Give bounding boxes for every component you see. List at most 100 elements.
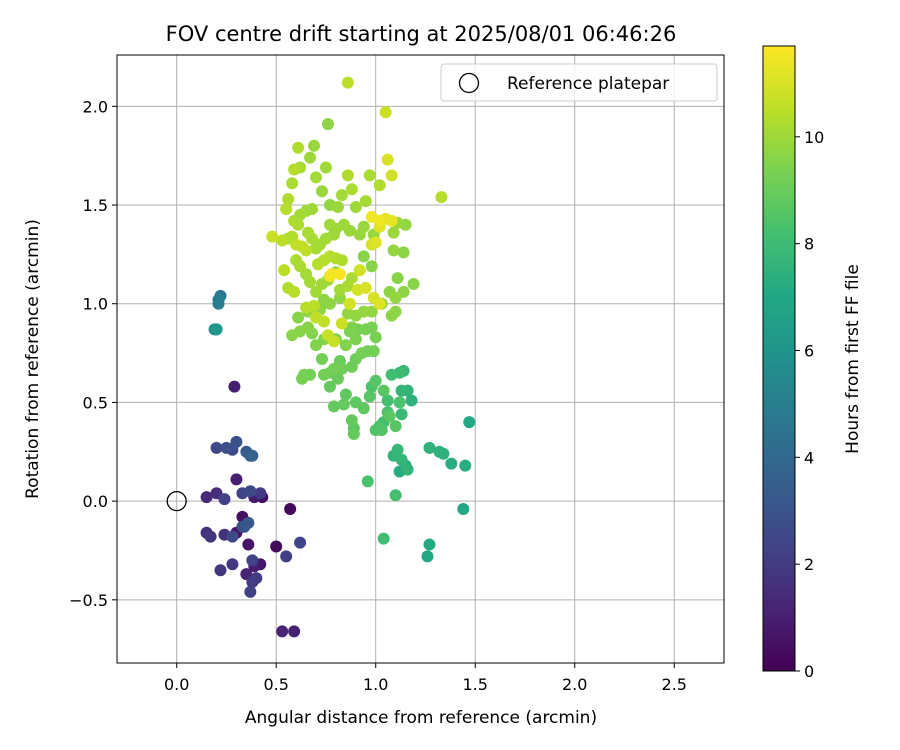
colorbar-tick-label: 4 <box>804 448 814 467</box>
data-point <box>445 457 458 470</box>
data-point <box>333 268 346 281</box>
data-point <box>433 445 446 458</box>
data-point <box>312 258 325 271</box>
colorbar-ticks: 0 2 4 6 8 10 <box>795 128 824 681</box>
chart-title: FOV centre drift starting at 2025/08/01 … <box>166 22 677 46</box>
data-point <box>423 441 436 454</box>
grid <box>117 55 724 663</box>
data-point <box>387 226 400 239</box>
y-tick-label: 2.0 <box>83 97 108 116</box>
data-point <box>278 264 291 277</box>
data-point <box>323 218 336 231</box>
data-point <box>266 230 279 243</box>
data-point <box>286 329 299 342</box>
data-point <box>353 264 366 277</box>
data-point <box>341 76 354 89</box>
data-point <box>327 362 340 375</box>
colorbar-tick-label: 6 <box>804 341 814 360</box>
data-point <box>304 276 317 289</box>
data-point <box>361 475 374 488</box>
data-point <box>226 530 239 543</box>
data-point <box>365 210 378 223</box>
data-point <box>228 380 241 393</box>
colorbar-tick-label: 2 <box>804 555 814 574</box>
data-point <box>363 169 376 182</box>
data-point <box>306 202 319 215</box>
y-tick-label: −0.5 <box>69 591 108 610</box>
colorbar-tick-label: 10 <box>804 128 824 147</box>
data-point <box>347 428 360 441</box>
data-point <box>359 281 372 294</box>
data-point <box>290 238 303 251</box>
legend: Reference platepar <box>440 63 718 102</box>
x-axis-ticks: 0.0 0.5 1.0 1.5 2.0 2.5 <box>164 663 687 694</box>
data-point <box>357 250 370 263</box>
data-point <box>339 388 352 401</box>
data-point <box>385 368 398 381</box>
data-point <box>246 554 259 567</box>
data-point <box>280 550 293 563</box>
data-point <box>292 311 305 324</box>
legend-marker <box>458 72 480 94</box>
data-point <box>310 339 323 352</box>
data-point <box>270 540 283 553</box>
data-point <box>308 139 321 152</box>
data-point <box>389 489 402 502</box>
x-tick-label: 2.5 <box>662 675 687 694</box>
data-point <box>387 244 400 257</box>
data-point <box>310 285 323 298</box>
data-point <box>365 260 378 273</box>
data-point <box>276 625 289 638</box>
data-point <box>294 260 307 273</box>
data-point <box>302 226 315 239</box>
data-point <box>315 185 328 198</box>
data-point <box>405 394 418 407</box>
data-point <box>304 151 317 164</box>
data-point <box>310 242 323 255</box>
data-point <box>286 177 299 190</box>
data-point <box>331 372 344 385</box>
data-point <box>381 153 394 166</box>
data-point <box>310 171 323 184</box>
data-point <box>282 193 295 206</box>
data-point <box>254 487 267 500</box>
data-point <box>377 532 390 545</box>
data-point <box>276 234 289 247</box>
data-point <box>323 380 336 393</box>
data-point <box>379 106 392 119</box>
data-point <box>389 305 402 318</box>
data-point <box>369 331 382 344</box>
data-point <box>349 396 362 409</box>
data-point <box>319 161 332 174</box>
plot-background <box>117 55 724 663</box>
data-point <box>457 503 470 516</box>
colorbar-label: Hours from first FF file <box>843 264 863 454</box>
x-tick-label: 1.5 <box>463 675 488 694</box>
data-point <box>244 585 257 598</box>
x-tick-label: 1.0 <box>363 675 388 694</box>
data-point <box>385 169 398 182</box>
data-point <box>308 299 321 312</box>
data-point <box>317 368 330 381</box>
y-tick-label: 1.5 <box>83 196 108 215</box>
data-point <box>294 536 307 549</box>
data-point <box>385 214 398 227</box>
data-point <box>335 189 348 202</box>
colorbar-tick-label: 0 <box>804 662 814 681</box>
data-point <box>218 493 231 506</box>
x-tick-label: 0.5 <box>263 675 288 694</box>
data-point <box>230 473 243 486</box>
data-point <box>280 202 293 215</box>
data-point <box>315 353 328 365</box>
x-tick-label: 0.0 <box>164 675 189 694</box>
data-point <box>214 564 227 577</box>
data-point <box>321 118 334 131</box>
data-point <box>349 333 362 346</box>
data-point <box>377 384 390 397</box>
data-point <box>345 183 358 196</box>
data-point <box>296 372 309 385</box>
data-point <box>345 272 358 285</box>
colorbar-gradient <box>762 45 796 672</box>
data-point <box>327 400 340 413</box>
